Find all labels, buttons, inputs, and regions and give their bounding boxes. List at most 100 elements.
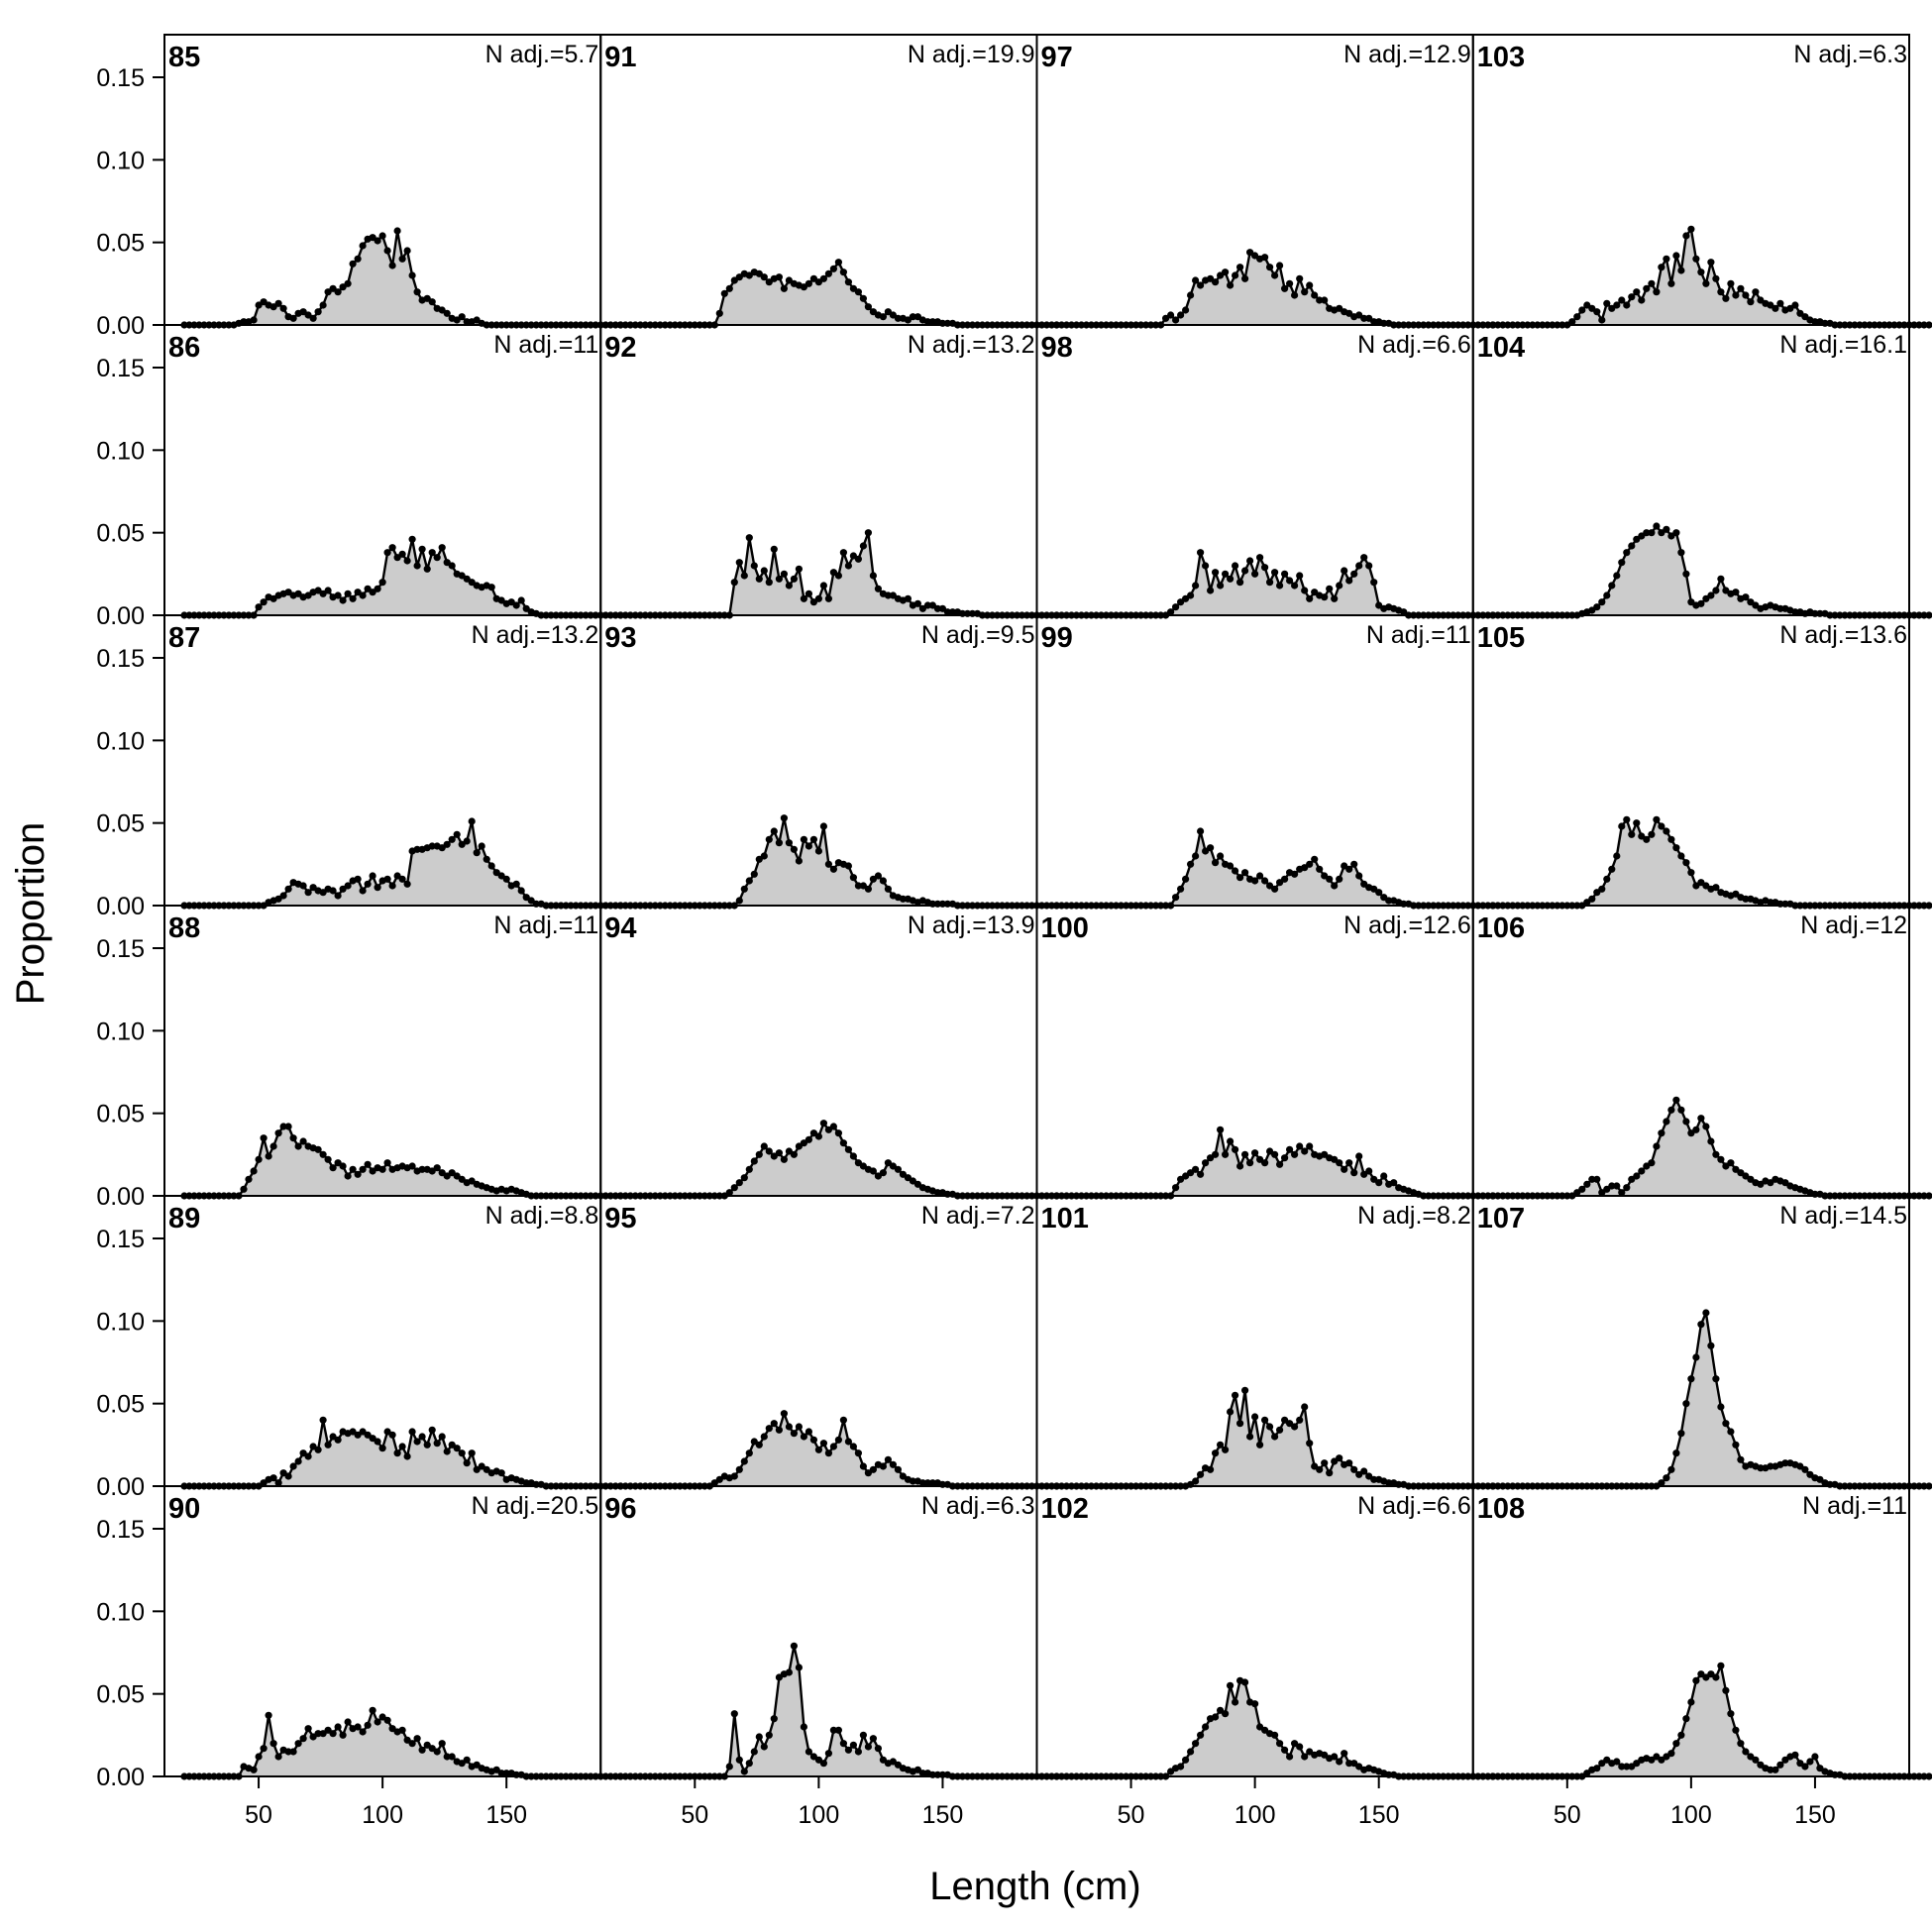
data-point (1227, 1408, 1234, 1416)
data-point (780, 1155, 789, 1163)
data-point (502, 1770, 510, 1777)
data-point (1187, 591, 1195, 599)
y-tick-label: 0.05 (96, 230, 145, 258)
data-point (824, 1750, 833, 1758)
data-point (834, 1726, 843, 1734)
area-fill (620, 532, 1057, 615)
data-point (1212, 1150, 1220, 1158)
data-point (418, 545, 426, 553)
panel-title: 96 (604, 1493, 636, 1525)
data-point (1301, 288, 1309, 296)
data-point (1682, 1715, 1690, 1723)
data-point (1281, 1154, 1289, 1162)
data-point (1623, 1184, 1631, 1192)
area-fill (1056, 252, 1493, 325)
data-point (1920, 611, 1928, 619)
data-point (1301, 1147, 1309, 1155)
data-point (1291, 1740, 1299, 1748)
data-point (1667, 279, 1675, 287)
x-tick-label: 150 (485, 1801, 527, 1829)
data-point (1781, 1459, 1789, 1467)
axes: 0.00 0.05 0.10 0.15 0.00 0.05 0.10 0.15 0.00 0.05… (96, 64, 1835, 1829)
data-point (869, 1465, 878, 1473)
data-point (1697, 1321, 1705, 1329)
data-point (735, 1756, 743, 1764)
data-point (740, 885, 748, 893)
data-point (339, 1731, 347, 1739)
data-point (814, 594, 823, 602)
data-point (1697, 599, 1705, 607)
panel-title: 97 (1041, 42, 1073, 73)
data-point (1306, 594, 1314, 602)
data-point (775, 273, 784, 281)
data-point (314, 308, 322, 316)
data-point (1365, 562, 1373, 570)
data-point (869, 572, 878, 580)
y-tick-label: 0.15 (96, 645, 145, 673)
data-point (805, 1135, 813, 1143)
data-point (1326, 585, 1334, 592)
data-point (800, 594, 808, 602)
panel-title: 93 (604, 622, 636, 654)
data-point (1182, 1756, 1190, 1764)
panel-title: 94 (604, 912, 636, 944)
data-point (1301, 1403, 1309, 1411)
y-tick-label: 0.15 (96, 1226, 145, 1253)
data-point (1623, 301, 1631, 309)
panel-n-label: N adj.=8.2 (1357, 1202, 1471, 1230)
data-point (1192, 276, 1200, 284)
data-point (824, 269, 833, 277)
data-point (1717, 1403, 1725, 1411)
data-point (805, 590, 813, 597)
data-point (1613, 572, 1621, 580)
data-point (775, 1149, 784, 1157)
panel-title: 89 (168, 1203, 200, 1234)
data-point (1326, 875, 1334, 883)
data-point (255, 1753, 263, 1761)
data-point (324, 587, 332, 594)
data-point (824, 860, 833, 868)
panel-n-label: N adj.=9.5 (921, 621, 1035, 649)
panel-96: 96 N adj.=6.3 (599, 1485, 1061, 1780)
data-point (443, 309, 451, 317)
data-point (795, 1664, 804, 1671)
data-point (1603, 591, 1611, 599)
panel-107: 107 N adj.=14.5 (1471, 1195, 1932, 1490)
data-point (874, 1745, 883, 1753)
data-point (928, 318, 937, 326)
data-point (269, 1142, 277, 1150)
data-point (279, 892, 287, 900)
data-point (1246, 557, 1254, 565)
data-point (418, 1165, 426, 1173)
data-point (730, 1472, 738, 1480)
data-point (1618, 1189, 1626, 1197)
data-point (755, 1150, 763, 1158)
panel-86: 86 N adj.=11 (163, 324, 624, 619)
data-point (1712, 587, 1720, 594)
panel-title: 88 (168, 912, 200, 944)
panel-border (599, 1485, 1038, 1777)
data-point (1682, 232, 1690, 240)
data-point (1910, 1772, 1918, 1780)
data-point (260, 1134, 268, 1142)
area-fill (1492, 229, 1929, 325)
data-point (1202, 562, 1210, 570)
data-point (1776, 299, 1784, 307)
area-fill (620, 262, 1057, 325)
data-point (517, 887, 525, 895)
data-point (1771, 304, 1779, 312)
data-point (1613, 1182, 1621, 1190)
panel-title: 105 (1477, 622, 1525, 654)
data-point (859, 294, 868, 302)
area-fill (620, 1413, 1057, 1486)
panel-n-label: N adj.=6.6 (1357, 1492, 1471, 1520)
data-point (403, 1452, 411, 1460)
data-point (294, 1142, 302, 1150)
y-tick-label: 0.10 (96, 1308, 145, 1336)
data-point (250, 316, 258, 324)
data-point (1336, 1159, 1343, 1167)
data-point (869, 1735, 878, 1743)
data-point (864, 885, 873, 893)
data-point (854, 882, 863, 890)
